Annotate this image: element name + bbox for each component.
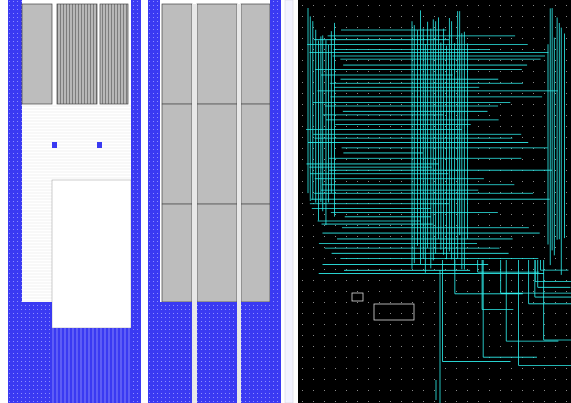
power-column [148,0,160,403]
edge-column [285,0,293,403]
left-layout [5,0,293,403]
macro-block [197,104,237,204]
macro-block [197,4,237,104]
macro-block [162,104,192,204]
power-area [8,302,52,403]
background [298,0,571,403]
macro-block [100,4,128,104]
empty-block [52,180,131,328]
macro-block [241,104,270,204]
channel [237,4,241,403]
macro-block [162,204,192,302]
macro-block [57,4,97,104]
page: (() => { const svg = document.getElement… [0,0,571,403]
pin [97,142,102,148]
power-column [131,0,141,403]
macro-block [241,4,270,104]
pin [52,142,57,148]
power-area [52,328,131,403]
macro-block [241,204,270,302]
channel [192,4,197,403]
power-area [160,302,270,403]
layout-view [0,0,571,403]
macro-block [22,4,52,104]
power-column [270,0,281,403]
macro-block [197,204,237,302]
macro-block [162,4,192,104]
right-routing [298,0,571,403]
